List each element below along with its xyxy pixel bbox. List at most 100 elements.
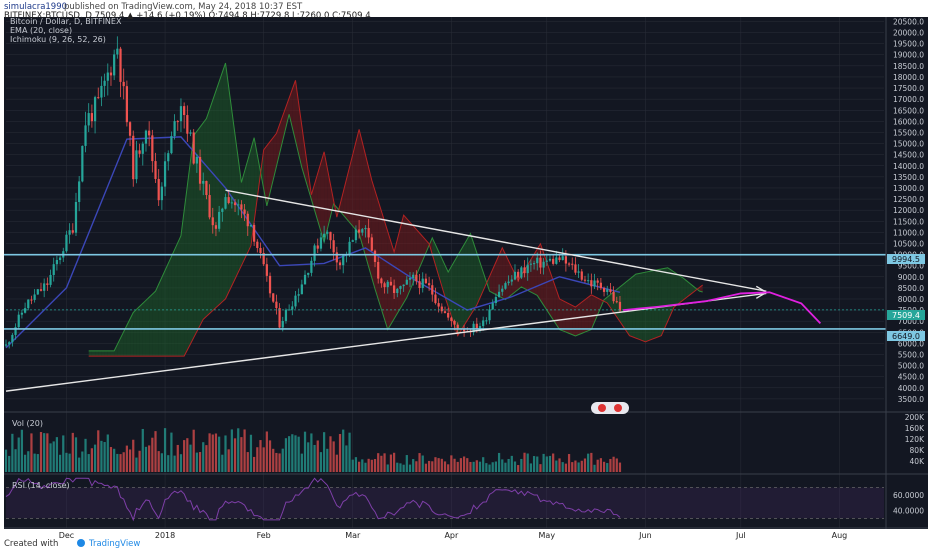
- volume-bar: [466, 458, 469, 472]
- volume-bar: [408, 464, 412, 472]
- volume-bar: [103, 442, 106, 472]
- cloud-segment: [311, 183, 315, 211]
- volume-bar: [348, 432, 351, 472]
- time-tick-label: 2018: [155, 531, 175, 540]
- volume-bar: [443, 461, 447, 472]
- volume-bar: [58, 454, 62, 472]
- candle-body: [65, 234, 68, 252]
- volume-bar: [507, 458, 510, 472]
- candle-body: [447, 312, 450, 318]
- candles: [4, 36, 622, 349]
- cloud-segment: [645, 271, 649, 342]
- volume-bar: [249, 434, 253, 472]
- cloud-segment: [683, 278, 687, 300]
- candle-body: [100, 85, 103, 98]
- candle-body: [167, 153, 170, 162]
- cloud-segment: [448, 266, 452, 317]
- candle-body: [606, 289, 609, 292]
- cloud-segment: [301, 126, 306, 179]
- volume-bar: [278, 453, 281, 472]
- cloud-segment: [368, 167, 372, 278]
- candle-body: [517, 271, 520, 278]
- candle-body: [160, 186, 163, 201]
- volume-bar: [195, 452, 198, 472]
- price-tick-label: 8000.0: [898, 295, 924, 304]
- candle-body: [284, 309, 288, 321]
- volume-bar: [532, 456, 536, 472]
- cloud-segment: [327, 168, 331, 230]
- volume-bar: [27, 451, 30, 472]
- cloud-segment: [110, 350, 115, 357]
- candle-body: [389, 281, 393, 286]
- cloud-segment: [209, 100, 213, 314]
- publisher-name[interactable]: simulacra1990: [4, 2, 67, 12]
- cloud-segment: [305, 148, 309, 189]
- candle-body: [49, 274, 52, 285]
- volume-bar: [405, 455, 408, 472]
- grid: [6, 17, 884, 528]
- candle-body: [313, 245, 316, 261]
- volume-bar: [354, 457, 358, 472]
- candle-body: [427, 283, 431, 286]
- candle-body: [198, 156, 202, 184]
- candle-body: [338, 262, 342, 266]
- volume-bar: [462, 456, 466, 472]
- marker-icon[interactable]: [591, 402, 629, 414]
- price-tick-label: 14500.0: [893, 151, 924, 160]
- volume-bar: [421, 455, 424, 472]
- candle-body: [405, 279, 408, 285]
- volume-bar: [97, 430, 100, 472]
- candle-body: [303, 274, 307, 285]
- cloud-segment: [553, 280, 557, 325]
- candle-body: [109, 72, 113, 76]
- volume-bar: [218, 436, 221, 472]
- cloud-segment: [654, 269, 659, 339]
- cloud-segment: [495, 254, 500, 297]
- candle-body: [418, 281, 421, 288]
- volume-bar: [596, 459, 599, 472]
- volume-bar: [4, 449, 8, 472]
- volume-bar: [323, 432, 326, 472]
- rsi-axis: 40.0000 60.0000: [893, 491, 924, 515]
- volume-bar: [132, 439, 135, 472]
- cloud-segment: [359, 129, 363, 245]
- price-tick-label: 8500.0: [898, 284, 924, 293]
- cloud-segment: [190, 135, 194, 344]
- volume-bar: [593, 464, 596, 472]
- footer-brand[interactable]: TradingView: [88, 539, 140, 549]
- badge-upper-level: 9994.5: [887, 254, 925, 264]
- volume-bar: [205, 445, 208, 472]
- candle-body: [122, 81, 125, 87]
- candle-body: [602, 288, 606, 292]
- candle-body: [55, 260, 59, 265]
- volume-bar: [342, 429, 345, 472]
- candle-body: [373, 250, 377, 262]
- volume-bar: [552, 453, 555, 472]
- candle-body: [11, 334, 14, 343]
- cloud-segment: [155, 284, 159, 357]
- badge-lower-level-text: 6649.0: [892, 332, 920, 341]
- price-tick-label: 9500.0: [898, 262, 924, 271]
- volume-bar: [424, 463, 428, 472]
- candle-body: [119, 48, 122, 82]
- candle-body: [132, 135, 135, 180]
- cloud-segment: [661, 268, 665, 336]
- cloud-segment: [467, 233, 471, 321]
- volume-bar: [361, 459, 364, 472]
- candle-body: [482, 320, 485, 327]
- candle-body: [259, 247, 262, 253]
- rsi-line: [5, 477, 884, 522]
- legend-title: Bitcoin / Dollar, D, BITFINEX: [10, 17, 122, 26]
- tradingview-logo-icon[interactable]: [77, 539, 85, 547]
- volume-bar: [17, 437, 20, 472]
- volume-bar: [189, 444, 192, 472]
- volume-bar: [497, 452, 501, 472]
- cloud-segment: [499, 247, 503, 298]
- volume-bar: [494, 461, 498, 472]
- time-tick-label: Dec: [59, 531, 74, 540]
- cloud-segment: [693, 286, 697, 293]
- volume-tick-label: 40K: [910, 457, 926, 466]
- cloud-segment: [289, 89, 293, 128]
- cloud-segment: [168, 256, 172, 357]
